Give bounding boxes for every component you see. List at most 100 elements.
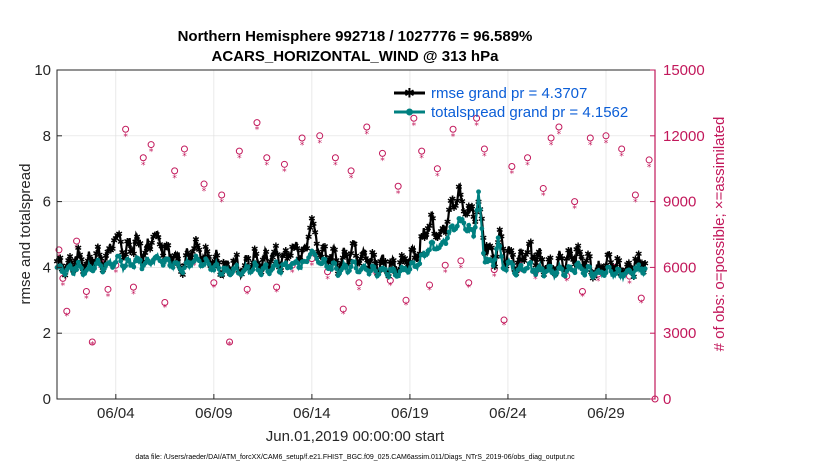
rmse-marker: ✱ <box>537 256 545 266</box>
obs-assimilated-marker: * <box>90 341 95 351</box>
totalspread-marker <box>229 270 235 276</box>
rmse-marker: ✱ <box>97 255 105 265</box>
obs-possible-marker <box>631 191 639 199</box>
totalspread-marker <box>454 223 460 229</box>
rmse-marker: ✱ <box>230 257 238 267</box>
rmse-marker: ✱ <box>244 254 252 264</box>
rmse-marker: ✱ <box>310 220 318 230</box>
rmse-marker: ✱ <box>287 252 295 262</box>
rmse-marker: ✱ <box>204 247 212 257</box>
rmse-marker: ✱ <box>465 202 473 212</box>
series: ✱✱✱ ✱✱✱✱✱✱✱✱✱✱✱✱✱✱✱✱✱✱✱✱✱✱✱✱✱✱✱✱✱✱✱✱✱✱✱✱✱… <box>53 182 649 285</box>
rmse-marker: ✱ <box>411 254 419 264</box>
obs-possible-marker <box>161 298 169 306</box>
y-right-tick-label: 12000 <box>663 128 705 145</box>
rmse-marker: ✱ <box>143 245 151 255</box>
rmse-marker: ✱ <box>574 242 582 252</box>
rmse-marker: ✱ <box>488 244 496 254</box>
rmse-marker: ✱ <box>261 254 269 264</box>
rmse-marker: ✱ <box>387 258 395 268</box>
obs-markers: ****************************************… <box>55 114 659 403</box>
obs-possible-marker <box>339 305 347 313</box>
obs-assimilated-marker: * <box>419 154 424 164</box>
rmse-marker: ✱ <box>460 208 468 218</box>
totalspread-marker <box>101 266 107 272</box>
rmse-marker: ✱ <box>377 257 385 267</box>
totalspread-marker <box>62 272 68 277</box>
rmse-marker: ✱ <box>421 234 429 244</box>
obs-assimilated-marker: * <box>633 198 638 208</box>
rmse-marker: ✱ <box>302 244 310 254</box>
obs-possible-marker <box>273 283 281 291</box>
totalspread-marker <box>92 266 97 271</box>
rmse-marker: ✱ <box>171 252 179 262</box>
rmse-marker: ✱ <box>351 240 359 250</box>
rmse-marker: ✱ <box>159 252 167 262</box>
totalspread-marker <box>641 271 646 276</box>
rmse-marker: ✱ <box>388 261 396 271</box>
totalspread-marker <box>201 262 207 267</box>
rmse-marker: ✱ <box>220 259 228 269</box>
totalspread-marker <box>170 265 176 270</box>
rmse-marker: ✱ <box>326 254 334 264</box>
obs-assimilated-marker: * <box>65 312 70 322</box>
obs-assimilated-marker: * <box>588 141 593 151</box>
obs-assimilated-marker: * <box>466 284 471 294</box>
rmse-marker: ✱ <box>192 235 200 245</box>
obs-assimilated-marker: * <box>627 279 632 289</box>
obs-assimilated-marker: * <box>74 244 79 254</box>
obs-possible-marker <box>508 163 516 171</box>
totalspread-marker <box>273 259 279 265</box>
rmse-marker: ✱ <box>106 244 114 254</box>
rmse-marker: ✱ <box>243 255 251 265</box>
rmse-marker: ✱ <box>599 264 607 274</box>
obs-possible-marker <box>55 246 63 254</box>
rmse-marker: ✱ <box>457 191 465 201</box>
rmse-marker: ✱ <box>390 256 398 266</box>
rmse-marker: ✱ <box>529 255 537 265</box>
totalspread-marker <box>95 257 101 263</box>
rmse-marker: ✱ <box>584 250 592 260</box>
y-right-tick-label: 9000 <box>663 194 696 211</box>
rmse-marker: ✱ <box>439 225 447 235</box>
obs-assimilated-marker: * <box>149 148 154 158</box>
rmse-marker: ✱ <box>455 183 463 193</box>
totalspread-marker <box>126 258 132 264</box>
totalspread-marker <box>544 268 550 274</box>
totalspread-marker <box>160 262 166 268</box>
obs-possible-marker <box>253 119 261 127</box>
rmse-marker: ✱ <box>563 255 571 265</box>
totalspread-marker <box>494 246 499 252</box>
totalspread-marker <box>373 268 379 274</box>
rmse-marker: ✱ <box>504 247 512 257</box>
obs-assimilated-marker: * <box>237 154 242 164</box>
obs-assimilated-marker: * <box>647 163 652 173</box>
rmse-marker: ✱ <box>290 244 298 254</box>
totalspread-marker <box>165 256 171 262</box>
rmse-marker: ✱ <box>432 234 440 244</box>
obs-assimilated-marker: * <box>474 121 479 131</box>
rmse-marker: ✱ <box>313 240 321 250</box>
totalspread-marker <box>353 265 359 271</box>
rmse-marker: ✱ <box>342 250 350 260</box>
rmse-marker: ✱ <box>431 230 439 240</box>
obs-assimilated-marker: * <box>212 284 217 294</box>
totalspread-marker <box>528 260 534 265</box>
obs-assimilated-marker: * <box>427 286 432 296</box>
obs-assimilated-marker: * <box>310 262 315 272</box>
totalspread-marker <box>525 265 530 271</box>
rmse-marker: ✱ <box>339 254 347 264</box>
chart-title-line1: Northern Hemisphere 992718 / 1027776 = 9… <box>178 28 533 45</box>
totalspread-marker <box>466 222 472 228</box>
rmse-marker: ✱ <box>305 233 313 243</box>
rmse-marker: ✱ <box>346 257 354 267</box>
totalspread-marker <box>446 229 452 235</box>
obs-possible-marker <box>63 307 71 315</box>
totalspread-marker <box>461 220 467 226</box>
rmse-marker: ✱ <box>293 245 301 255</box>
rmse-marker: ✱ <box>107 246 115 256</box>
totalspread-marker <box>175 262 181 268</box>
totalspread-marker <box>476 189 481 195</box>
obs-possible-marker <box>298 134 306 142</box>
obs-assimilated-marker: * <box>482 152 487 162</box>
